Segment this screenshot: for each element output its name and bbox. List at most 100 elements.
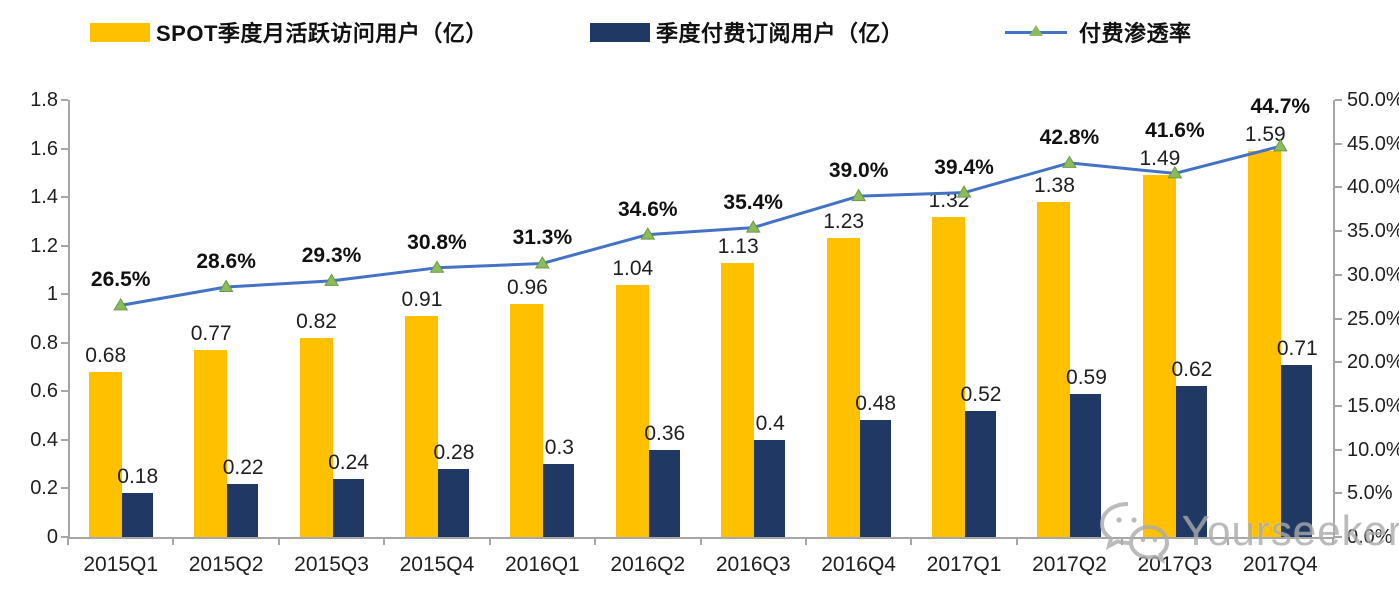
x-axis-category-label: 2017Q4	[1242, 553, 1318, 576]
y-axis-left-tick	[61, 293, 68, 296]
bar-subscribers	[754, 439, 786, 537]
watermark-text: Yourseeker	[1182, 507, 1399, 554]
bar-value-label-mau: 1.49	[1139, 147, 1181, 171]
triangle-marker-icon	[218, 279, 234, 293]
y-axis-left-tick-label: 1.8	[30, 89, 58, 111]
x-axis-tick	[910, 537, 913, 545]
y-axis-right-tick-label: 50.0%	[1347, 89, 1399, 111]
line-marker-icon	[1005, 22, 1067, 42]
line-value-label: 28.6%	[196, 250, 256, 274]
y-axis-right-tick	[1335, 404, 1342, 407]
bar-value-label-mau: 1.23	[823, 210, 865, 234]
line-value-label: 35.4%	[723, 190, 783, 214]
y-axis-right-line	[1333, 100, 1335, 537]
bar-value-label-mau: 1.13	[717, 234, 759, 258]
bar-value-label-mau: 1.38	[1034, 173, 1075, 197]
y-axis-left-tick	[61, 147, 68, 150]
bar-subscribers	[543, 464, 575, 537]
x-axis-tick	[488, 537, 491, 545]
triangle-marker-icon	[429, 260, 445, 273]
triangle-marker-icon	[534, 255, 550, 269]
line-value-label: 31.3%	[512, 226, 573, 250]
y-axis-right-tick	[1335, 186, 1342, 189]
x-axis-category-label: 2015Q1	[83, 553, 159, 576]
x-axis-tick	[594, 537, 597, 545]
bar-mau	[1142, 175, 1176, 537]
wechat-chat-bubbles-icon	[1099, 502, 1170, 564]
bar-value-label-mau: 1.04	[612, 256, 654, 280]
bar-value-label-subscribers: 0.18	[117, 465, 159, 489]
line-value-label: 30.8%	[407, 230, 467, 254]
bar-value-label-subscribers: 0.59	[1066, 365, 1107, 389]
bar-value-label-mau: 0.82	[296, 309, 337, 333]
bar-subscribers	[227, 483, 259, 537]
x-axis-tick	[804, 537, 807, 545]
y-axis-right-tick	[1335, 273, 1342, 276]
bar-value-label-mau: 0.91	[401, 288, 443, 312]
y-axis-right-tick	[1335, 536, 1342, 538]
bar-value-label-mau: 0.96	[506, 275, 548, 299]
bar-value-label-subscribers: 0.24	[328, 450, 369, 474]
y-axis-right-tick-label: 0.0%	[1347, 526, 1393, 548]
bar-value-label-subscribers: 0.71	[1276, 336, 1318, 360]
line-value-label: 34.6%	[618, 197, 678, 221]
legend-label-penetration: 付费渗透率	[1079, 21, 1192, 46]
x-axis-tick	[383, 537, 386, 545]
y-axis-left-tick-label: 0.6	[30, 380, 58, 403]
x-axis-category-label: 2016Q3	[715, 553, 791, 576]
bar-mau	[721, 262, 755, 537]
bar-mau	[404, 316, 438, 537]
line-value-label: 26.5%	[90, 268, 151, 292]
bar-subscribers	[1281, 364, 1313, 537]
bar-mau	[194, 350, 228, 537]
y-axis-left-tick-label: 0.2	[30, 477, 58, 500]
y-axis-left-tick	[61, 244, 68, 247]
y-axis-right-tick-label: 35.0%	[1347, 220, 1399, 243]
y-axis-left-tick	[61, 196, 68, 199]
legend-swatch-subscribers	[590, 22, 650, 42]
bar-subscribers	[965, 410, 997, 537]
y-axis-left-tick-label: 0	[46, 526, 58, 548]
line-value-label: 44.7%	[1250, 94, 1311, 118]
y-axis-right-tick	[1335, 142, 1342, 145]
triangle-marker-icon	[324, 273, 339, 286]
legend-label-mau: SPOT季度月活跃访问用户（亿）	[156, 21, 488, 46]
y-axis-right-tick	[1335, 230, 1342, 233]
legend-label-subscribers: 季度付费订阅用户（亿）	[656, 21, 904, 46]
y-axis-left-tick-label: 1.6	[30, 137, 58, 160]
y-axis-right-tick-label: 40.0%	[1347, 176, 1399, 199]
x-axis-category-label: 2016Q2	[610, 553, 686, 576]
triangle-marker-icon	[1062, 155, 1077, 168]
x-axis-category-label: 2017Q2	[1032, 553, 1107, 576]
bar-subscribers	[437, 469, 469, 537]
y-axis-right-tick-label: 5.0%	[1347, 482, 1393, 505]
bar-value-label-subscribers: 0.28	[433, 441, 475, 465]
y-axis-left-line	[68, 100, 70, 537]
y-axis-right-tick-label: 30.0%	[1347, 263, 1399, 286]
bar-mau	[299, 337, 333, 537]
bar-subscribers	[121, 493, 153, 537]
y-axis-left-tick	[61, 487, 68, 490]
x-axis-line	[68, 537, 1335, 539]
bar-value-label-subscribers: 0.36	[644, 421, 686, 445]
y-axis-right-tick	[1335, 361, 1342, 364]
bar-value-label-subscribers: 0.4	[755, 411, 785, 435]
bar-value-label-mau: 1.59	[1244, 122, 1286, 146]
bar-mau	[615, 284, 649, 537]
y-axis-left-tick	[61, 390, 68, 393]
bar-value-label-subscribers: 0.62	[1171, 358, 1213, 382]
x-axis-category-label: 2016Q4	[821, 553, 896, 576]
line-value-label: 42.8%	[1039, 125, 1100, 149]
line-value-label: 29.3%	[301, 243, 362, 267]
y-axis-right-tick-label: 45.0%	[1347, 132, 1399, 155]
y-axis-left-tick-label: 1.2	[30, 234, 58, 257]
bar-value-label-subscribers: 0.22	[222, 455, 264, 479]
x-axis-category-label: 2016Q1	[505, 553, 580, 576]
legend-item-subscribers: 季度付费订阅用户（亿）	[590, 18, 904, 46]
line-value-label: 41.6%	[1145, 119, 1205, 143]
x-axis-tick	[67, 537, 69, 545]
y-axis-left-tick-label: 0.4	[30, 428, 58, 451]
y-axis-right-tick	[1335, 317, 1342, 320]
y-axis-left-tick	[61, 341, 68, 344]
